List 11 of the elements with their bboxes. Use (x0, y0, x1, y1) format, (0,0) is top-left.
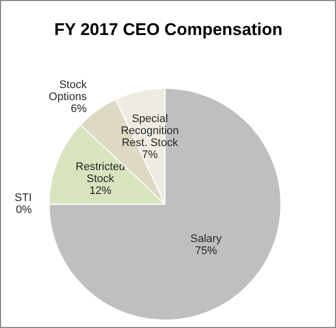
slice-label: Restricted Stock (76, 160, 126, 185)
data-label: 75% (194, 244, 218, 257)
data-label: 12% (89, 184, 112, 197)
text: 0% (16, 204, 32, 216)
data-label: 6% (70, 103, 87, 116)
slice-label: Stock Options (48, 79, 88, 104)
chart-title: FY 2017 CEO Compensation (54, 20, 283, 39)
category-label: STI (14, 192, 32, 204)
data-label: 7% (142, 148, 158, 161)
slice-label: Special Recognition Rest. Stock (120, 112, 179, 149)
slice-label: Salary (190, 232, 222, 245)
